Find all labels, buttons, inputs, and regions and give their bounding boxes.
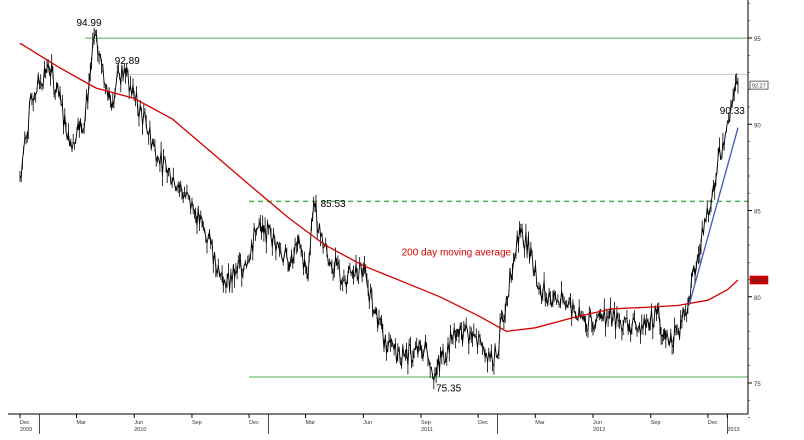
- x-tick-label: Jun: [363, 420, 372, 426]
- x-year-label: 2009: [20, 427, 32, 433]
- moving-average-line: [19, 42, 739, 332]
- x-tick-label: Mar: [535, 420, 545, 426]
- x-tick-label: Sep: [192, 420, 202, 426]
- x-year-label: 2011: [421, 427, 433, 433]
- y-tick-label: 75: [754, 382, 761, 388]
- price-badge-label: 92.27: [752, 84, 766, 90]
- x-tick-label: Sep: [421, 420, 431, 426]
- x-tick-label: Dec: [249, 420, 259, 426]
- chart-series: [19, 27, 739, 390]
- annotation-label: 75.35: [436, 384, 461, 395]
- annotation-label: 92.89: [115, 56, 140, 67]
- y-tick-label: 80: [754, 296, 761, 302]
- y-tick-label: 85: [754, 210, 761, 216]
- reference-lines: [85, 37, 748, 378]
- x-tick-label: Dec: [708, 420, 718, 426]
- x-year-label: 2013: [727, 427, 739, 433]
- annotation-label: 94.99: [76, 18, 101, 29]
- price-badge: [749, 275, 769, 285]
- x-tick-label: Mar: [306, 420, 316, 426]
- y-tick-label: 95: [754, 37, 761, 43]
- trend-line: [688, 127, 739, 306]
- price-line: [19, 33, 739, 381]
- x-year-label: 2012: [593, 427, 605, 433]
- price-badge: [749, 80, 769, 90]
- x-tick-label: Dec: [20, 420, 30, 426]
- x-year-label: 2010: [134, 427, 146, 433]
- price-range-bars: [19, 27, 739, 390]
- price-badge-label: 80.97: [752, 279, 766, 285]
- x-tick-label: Dec: [478, 420, 488, 426]
- x-tick-label: Jun: [134, 420, 143, 426]
- annotation-label: 85.53: [321, 199, 346, 210]
- y-tick-label: 90: [754, 123, 761, 129]
- x-tick-label: Jun: [593, 420, 602, 426]
- annotation-label: 200 day moving average: [402, 247, 512, 258]
- x-tick-label: Mar: [76, 420, 86, 426]
- x-tick-label: Sep: [651, 420, 661, 426]
- chart-annotations: 94.99 92.89 85.53 75.35 90.33 200 day moving …: [76, 18, 745, 395]
- annotation-label: 90.33: [720, 106, 745, 117]
